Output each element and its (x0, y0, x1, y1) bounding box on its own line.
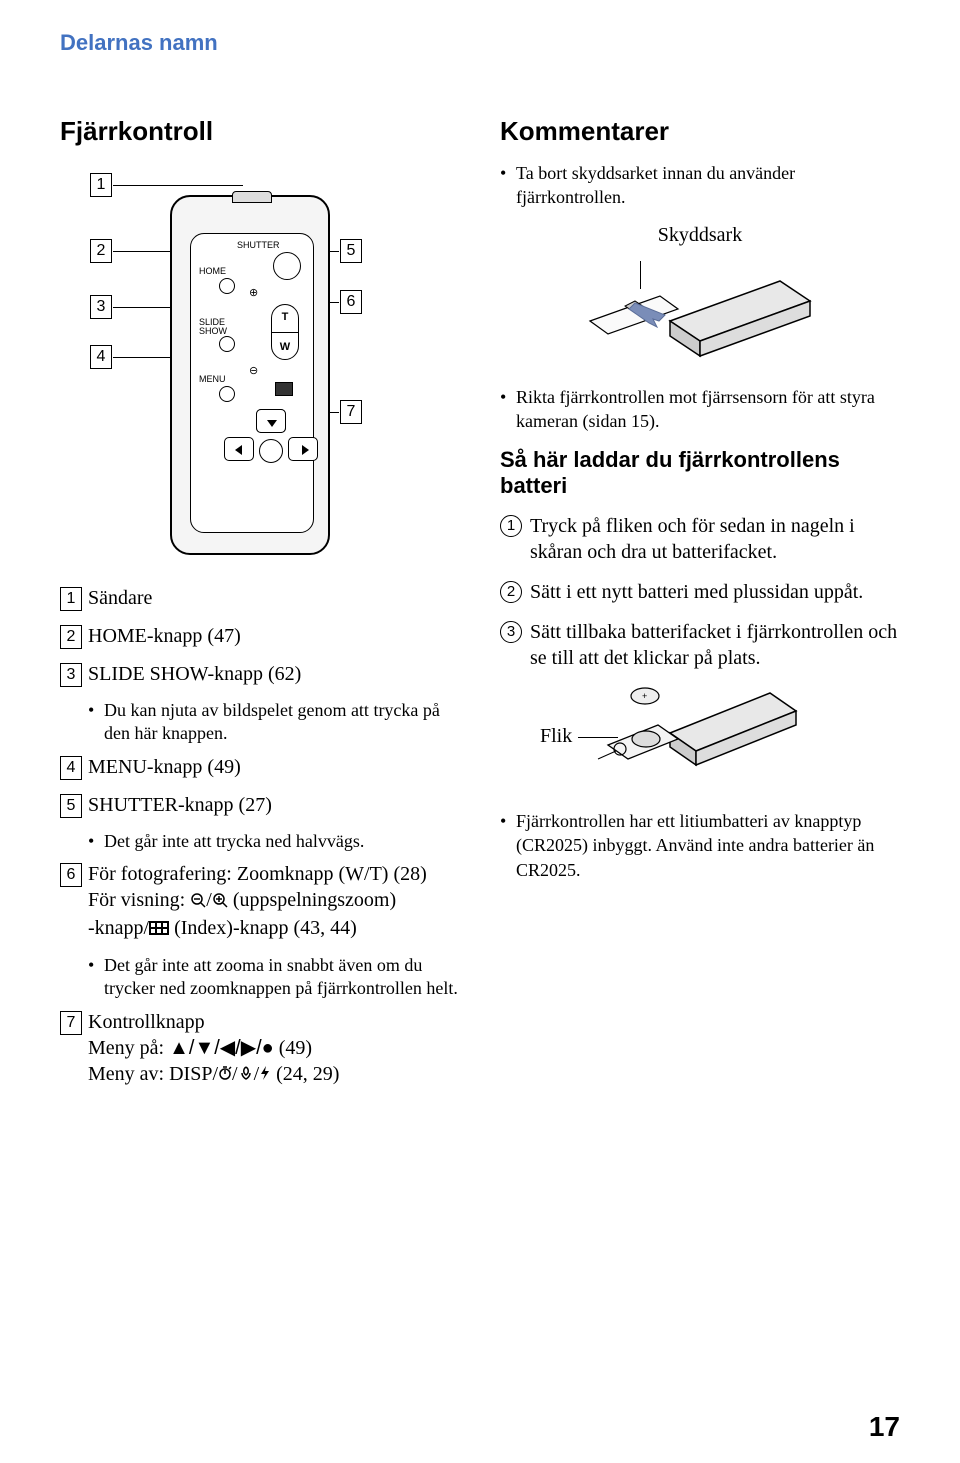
kommentarer-title: Kommentarer (500, 116, 900, 147)
battery-note: Fjärrkontrollen har ett litiumbatteri av… (500, 809, 900, 882)
desc-3: SLIDE SHOW-knapp (62) (88, 661, 301, 687)
callout-1: 1 (90, 173, 112, 197)
desc-7b-suf: (49) (274, 1037, 312, 1059)
remote-diagram: 1 2 3 4 5 6 7 SHUTTER (60, 165, 360, 565)
label-shutter: SHUTTER (237, 240, 280, 250)
flik-diagram: Flik + (540, 685, 800, 795)
desc-num-6: 6 (60, 863, 82, 887)
step-num-1: 1 (500, 515, 522, 537)
step-1: Tryck på fliken och för sedan in nageln … (530, 513, 900, 565)
desc-7b-pre: Meny på: (88, 1037, 169, 1059)
desc-4: MENU-knapp (49) (88, 754, 241, 780)
callout-3: 3 (90, 295, 112, 319)
desc-7c-pre: Meny av: DISP/ (88, 1063, 218, 1085)
aim-bullet: Rikta fjärrkontrollen mot fjärrsensorn f… (500, 385, 900, 434)
zoom-in-icon (212, 889, 228, 915)
desc-num-4: 4 (60, 756, 82, 780)
desc-6b-mid: (uppspelningszoom) (233, 889, 396, 911)
label-t: T (282, 311, 289, 323)
dpad-symbols-icon: ▲/▼/◀/▶/● (169, 1037, 274, 1059)
index-icon (149, 916, 169, 942)
step-num-3: 3 (500, 621, 522, 643)
desc-1: Sändare (88, 585, 152, 611)
macro-icon (238, 1062, 254, 1088)
desc-7c-suf: (24, 29) (271, 1063, 339, 1085)
callout-2: 2 (90, 239, 112, 263)
timer-icon (218, 1062, 232, 1088)
desc-5-sub: Det går inte att trycka ned halvvägs. (88, 830, 460, 853)
desc-2: HOME-knapp (47) (88, 623, 241, 649)
step-2: Sätt i ett nytt batteri med plussidan up… (530, 579, 863, 605)
callout-4: 4 (90, 345, 112, 369)
desc-5: SHUTTER-knapp (27) (88, 792, 272, 818)
svg-text:+: + (642, 691, 647, 701)
label-slideshow: SLIDESHOW (199, 318, 227, 336)
label-menu: MENU (199, 374, 226, 384)
callout-5: 5 (340, 239, 362, 263)
callout-7: 7 (340, 400, 362, 424)
desc-6-sub: Det går inte att zooma in snabbt även om… (88, 954, 460, 1001)
skyddsark-diagram (560, 261, 820, 371)
zoom-out-icon (190, 889, 206, 915)
desc-num-3: 3 (60, 663, 82, 687)
desc-num-2: 2 (60, 625, 82, 649)
desc-3-sub: Du kan njuta av bildspelet genom att try… (88, 699, 460, 746)
desc-6: För fotografering: Zoomknapp (W/T) (28) … (88, 861, 427, 942)
skyddsark-label: Skyddsark (500, 224, 900, 247)
desc-6c: -knapp/ (88, 917, 149, 939)
left-section-title: Fjärrkontroll (60, 116, 460, 147)
desc-6b: För visning: (88, 889, 185, 911)
label-w: W (280, 341, 290, 353)
flash-icon (259, 1062, 271, 1088)
kommentarer-bullet: Ta bort skyddsarket innan du använder fj… (500, 161, 900, 210)
desc-6c-end: (Index)-knapp (43, 44) (174, 917, 357, 939)
desc-num-5: 5 (60, 794, 82, 818)
desc-num-1: 1 (60, 587, 82, 611)
step-num-2: 2 (500, 581, 522, 603)
desc-7a: Kontrollknapp (88, 1011, 205, 1033)
step-3: Sätt tillbaka batterifacket i fjärrkontr… (530, 619, 900, 671)
desc-num-7: 7 (60, 1011, 82, 1035)
page-header: Delarnas namn (60, 30, 900, 56)
page-number: 17 (869, 1411, 900, 1443)
label-home: HOME (199, 266, 226, 276)
desc-7: Kontrollknapp Meny på: ▲/▼/◀/▶/● (49) Me… (88, 1009, 339, 1088)
desc-6a: För fotografering: Zoomknapp (W/T) (28) (88, 863, 427, 885)
callout-6: 6 (340, 290, 362, 314)
battery-title: Så här laddar du fjärrkontrollens batter… (500, 447, 900, 499)
